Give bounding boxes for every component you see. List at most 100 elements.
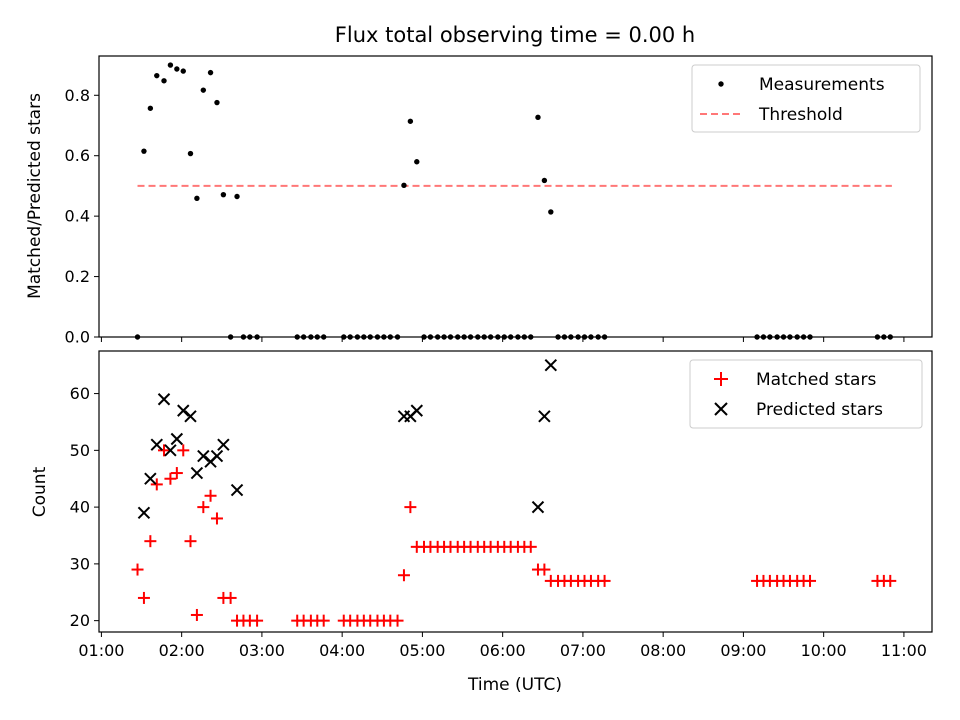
bottom-y-tick-label: 40 bbox=[70, 498, 90, 517]
measurement-point bbox=[161, 78, 167, 84]
top-axes-frame bbox=[98, 55, 933, 338]
matched-star-point bbox=[131, 563, 144, 576]
predicted-star-point bbox=[410, 404, 423, 417]
matched-star-point bbox=[164, 472, 177, 485]
measurement-point bbox=[220, 191, 227, 198]
bottom-x-ticks: 01:00 02:00 03:00 04:00 05:00 06:00 07:00 08:00… bbox=[78, 632, 927, 660]
top-x-ticks bbox=[100, 337, 905, 342]
bottom-legend-box bbox=[689, 359, 923, 429]
predicted-star-point bbox=[170, 432, 184, 446]
matched-star-point bbox=[397, 569, 410, 582]
legend-measurements-label: Measurements bbox=[759, 75, 885, 95]
measurement-point bbox=[548, 209, 554, 215]
x-axis-label: Time (UTC) bbox=[467, 675, 562, 695]
predicted-star-point bbox=[217, 438, 230, 451]
top-y-tick-label: 0.4 bbox=[65, 207, 90, 226]
bottom-y-tick-label: 20 bbox=[70, 611, 90, 630]
predicted-star-point bbox=[150, 438, 163, 451]
measurement-point bbox=[414, 159, 420, 165]
bottom-y-ticks: 20 30 40 50 60 bbox=[70, 384, 99, 630]
bottom-x-tick-label: 09:00 bbox=[720, 641, 766, 660]
measurement-point bbox=[200, 87, 207, 93]
predicted-star-point bbox=[230, 483, 244, 497]
top-y-ticks: 0.0 0.2 0.4 0.6 0.8 bbox=[65, 86, 99, 347]
matched-star-point bbox=[190, 608, 203, 621]
top-y-tick-label: 0.8 bbox=[65, 86, 90, 105]
legend-threshold-label: Threshold bbox=[758, 105, 843, 125]
predicted-star-point bbox=[144, 472, 157, 485]
measurement-point bbox=[401, 182, 407, 189]
measurement-point bbox=[194, 195, 200, 202]
bottom-x-tick-label: 01:00 bbox=[78, 641, 124, 660]
bottom-x-tick-label: 10:00 bbox=[801, 641, 847, 660]
matched-star-point bbox=[197, 501, 210, 514]
bottom-x-tick-label: 02:00 bbox=[159, 641, 205, 660]
bottom-x-tick-label: 11:00 bbox=[881, 641, 927, 660]
matched-star-point bbox=[158, 444, 171, 457]
matched-star-point bbox=[170, 467, 183, 480]
chart-title: Flux total observing time = 0.00 h bbox=[335, 23, 695, 47]
predicted-star-point bbox=[544, 358, 558, 372]
legend-predicted-marker bbox=[714, 402, 728, 416]
matched-star-point bbox=[404, 501, 417, 514]
top-legend-box bbox=[691, 64, 921, 133]
measurement-point bbox=[154, 72, 160, 79]
bottom-x-tick-label: 05:00 bbox=[399, 641, 445, 660]
matched-star-point bbox=[391, 614, 404, 627]
matched-star-point bbox=[204, 489, 217, 502]
measurement-point bbox=[180, 68, 186, 74]
matched-star-point bbox=[144, 535, 157, 548]
predicted-star-point bbox=[137, 506, 151, 519]
measurement-point bbox=[147, 105, 154, 111]
legend-measurements-marker bbox=[718, 81, 724, 87]
top-y-tick-label: 0.6 bbox=[65, 146, 90, 165]
matched-star-point bbox=[598, 574, 611, 587]
predicted-star-point bbox=[538, 410, 551, 423]
bottom-y-tick-label: 60 bbox=[70, 384, 90, 403]
legend-matched-marker bbox=[714, 372, 728, 386]
measurement-point bbox=[167, 62, 174, 68]
bottom-y-axis-label: Count bbox=[30, 466, 50, 517]
matched-star-point bbox=[884, 574, 897, 587]
bottom-x-tick-label: 08:00 bbox=[640, 641, 686, 660]
measurement-point bbox=[541, 177, 548, 184]
measurement-point bbox=[174, 66, 180, 72]
matched-star-point bbox=[137, 591, 150, 604]
predicted-star-point bbox=[197, 449, 210, 463]
matched-star-point bbox=[150, 478, 163, 491]
bottom-legend: Matched stars Predicted stars bbox=[689, 359, 923, 429]
matched-star-point bbox=[224, 591, 237, 604]
bottom-x-tick-label: 03:00 bbox=[239, 641, 285, 660]
measurement-point bbox=[141, 148, 147, 154]
measurement-point bbox=[214, 99, 220, 106]
legend-matched-label: Matched stars bbox=[756, 370, 876, 390]
predicted-star-point bbox=[210, 449, 224, 463]
predicted-star-point bbox=[157, 393, 171, 406]
measurement-point bbox=[207, 69, 214, 76]
predicted-star-point bbox=[164, 444, 177, 457]
bottom-y-tick-label: 30 bbox=[70, 554, 90, 573]
matched-star-point bbox=[251, 614, 264, 627]
measurement-point bbox=[535, 114, 541, 121]
matched-star-point bbox=[804, 574, 817, 587]
top-y-axis-label: Matched/Predicted stars bbox=[25, 93, 45, 299]
predicted-star-point bbox=[190, 466, 204, 480]
matched-star-point bbox=[177, 444, 190, 457]
measurement-point bbox=[234, 193, 240, 200]
bottom-x-tick-label: 06:00 bbox=[480, 641, 526, 660]
matched-star-point bbox=[317, 614, 330, 627]
bottom-plot-marks bbox=[131, 358, 897, 627]
legend-predicted-label: Predicted stars bbox=[756, 400, 883, 420]
bottom-y-tick-label: 50 bbox=[70, 441, 90, 460]
matched-star-point bbox=[538, 563, 551, 576]
top-y-tick-label: 0.0 bbox=[65, 328, 90, 347]
top-y-tick-label: 0.2 bbox=[65, 267, 90, 286]
bottom-axes-frame bbox=[98, 350, 933, 633]
predicted-star-point bbox=[177, 404, 190, 417]
matched-star-point bbox=[524, 540, 537, 553]
matched-star-point bbox=[184, 535, 197, 548]
measurement-point bbox=[187, 150, 194, 157]
bottom-x-tick-label: 07:00 bbox=[560, 641, 606, 660]
predicted-star-point bbox=[184, 410, 197, 423]
